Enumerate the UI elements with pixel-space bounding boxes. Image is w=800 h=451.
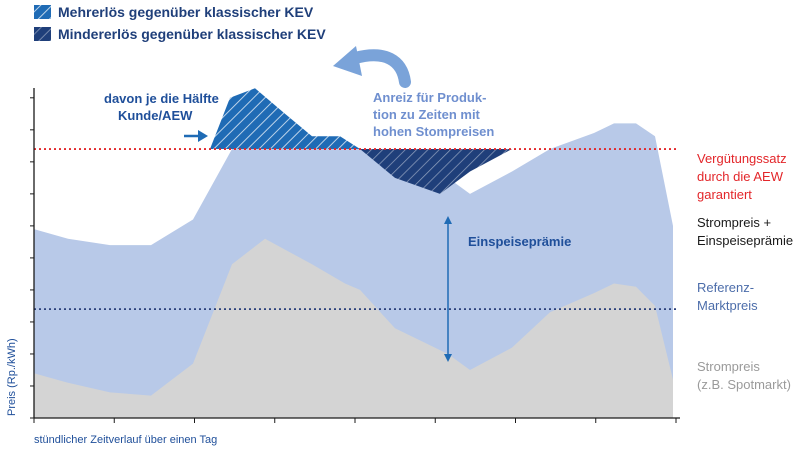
legend-label-mehrerloes: Mehrerlös gegenüber klassischer KEV <box>58 4 314 20</box>
half-arrow-head <box>198 130 208 142</box>
sum-label-1: Strompreis + <box>697 215 771 230</box>
y-axis-label: Preis (Rp./kWh) <box>6 338 18 416</box>
x-ticks <box>33 418 677 423</box>
half-label-line2: Kunde/AEW <box>118 108 193 123</box>
premium-label: Einspeiseprämie <box>468 234 571 249</box>
incentive-line2: tion zu Zeiten mit <box>373 107 481 122</box>
area-strompreis-spot <box>34 238 673 418</box>
spot-label-2: (z.B. Spotmarkt) <box>697 377 791 392</box>
sum-label-2: Einspeiseprämie <box>697 233 793 248</box>
ref-label-2: Marktpreis <box>697 298 758 313</box>
incentive-line1: Anreiz für Produk- <box>373 90 486 105</box>
verg-label-2: durch die AEW <box>697 169 784 184</box>
x-axis-label: stündlicher Zeitverlauf über einen Tag <box>34 434 217 446</box>
y-ticks <box>30 97 34 419</box>
ref-label-1: Referenz- <box>697 280 754 295</box>
area-mindererloes <box>360 149 512 194</box>
legend-swatch-mehrerloes <box>34 5 51 19</box>
verg-label-1: Vergütungssatz <box>697 151 787 166</box>
legend-swatch-mindererloes <box>34 27 51 41</box>
half-label-line1: davon je die Hälfte <box>104 91 219 106</box>
premium-arrow-up <box>444 216 452 224</box>
legend-label-mindererloes: Mindererlös gegenüber klassischer KEV <box>58 26 326 42</box>
incentive-arrow-head <box>333 46 362 76</box>
area-strompreis-plus-praemie <box>34 123 673 419</box>
incentive-line3: hohen Stompreisen <box>373 124 494 139</box>
spot-label-1: Strompreis <box>697 359 760 374</box>
verg-label-3: garantiert <box>697 187 752 202</box>
incentive-curve-arrow <box>349 49 411 88</box>
premium-arrow-down <box>444 354 452 362</box>
area-mehrerloes <box>210 88 360 149</box>
